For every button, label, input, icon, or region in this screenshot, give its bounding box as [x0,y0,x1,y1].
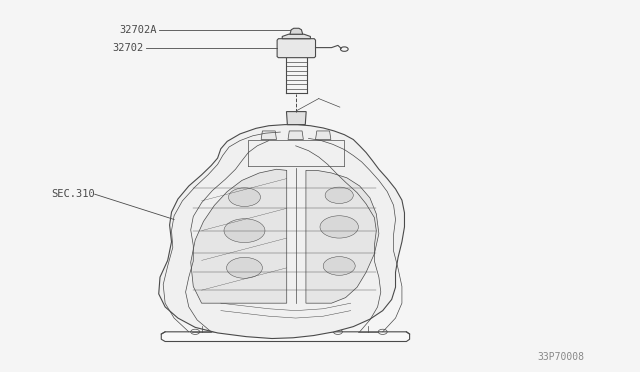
Polygon shape [282,34,310,39]
Polygon shape [288,131,303,140]
Polygon shape [287,112,306,125]
Text: 32702: 32702 [113,44,144,53]
Text: 33P70008: 33P70008 [538,352,584,362]
Polygon shape [290,28,303,34]
Text: 32702A: 32702A [119,25,157,35]
Circle shape [228,188,260,206]
Circle shape [227,257,262,278]
Circle shape [323,257,355,275]
Polygon shape [191,169,287,303]
Polygon shape [261,131,276,140]
Circle shape [224,219,265,243]
Circle shape [325,187,353,203]
Text: SEC.310: SEC.310 [51,189,95,199]
Polygon shape [316,131,331,140]
Circle shape [320,216,358,238]
Polygon shape [159,125,404,339]
Polygon shape [161,332,410,341]
Polygon shape [277,39,316,58]
Polygon shape [306,170,379,303]
